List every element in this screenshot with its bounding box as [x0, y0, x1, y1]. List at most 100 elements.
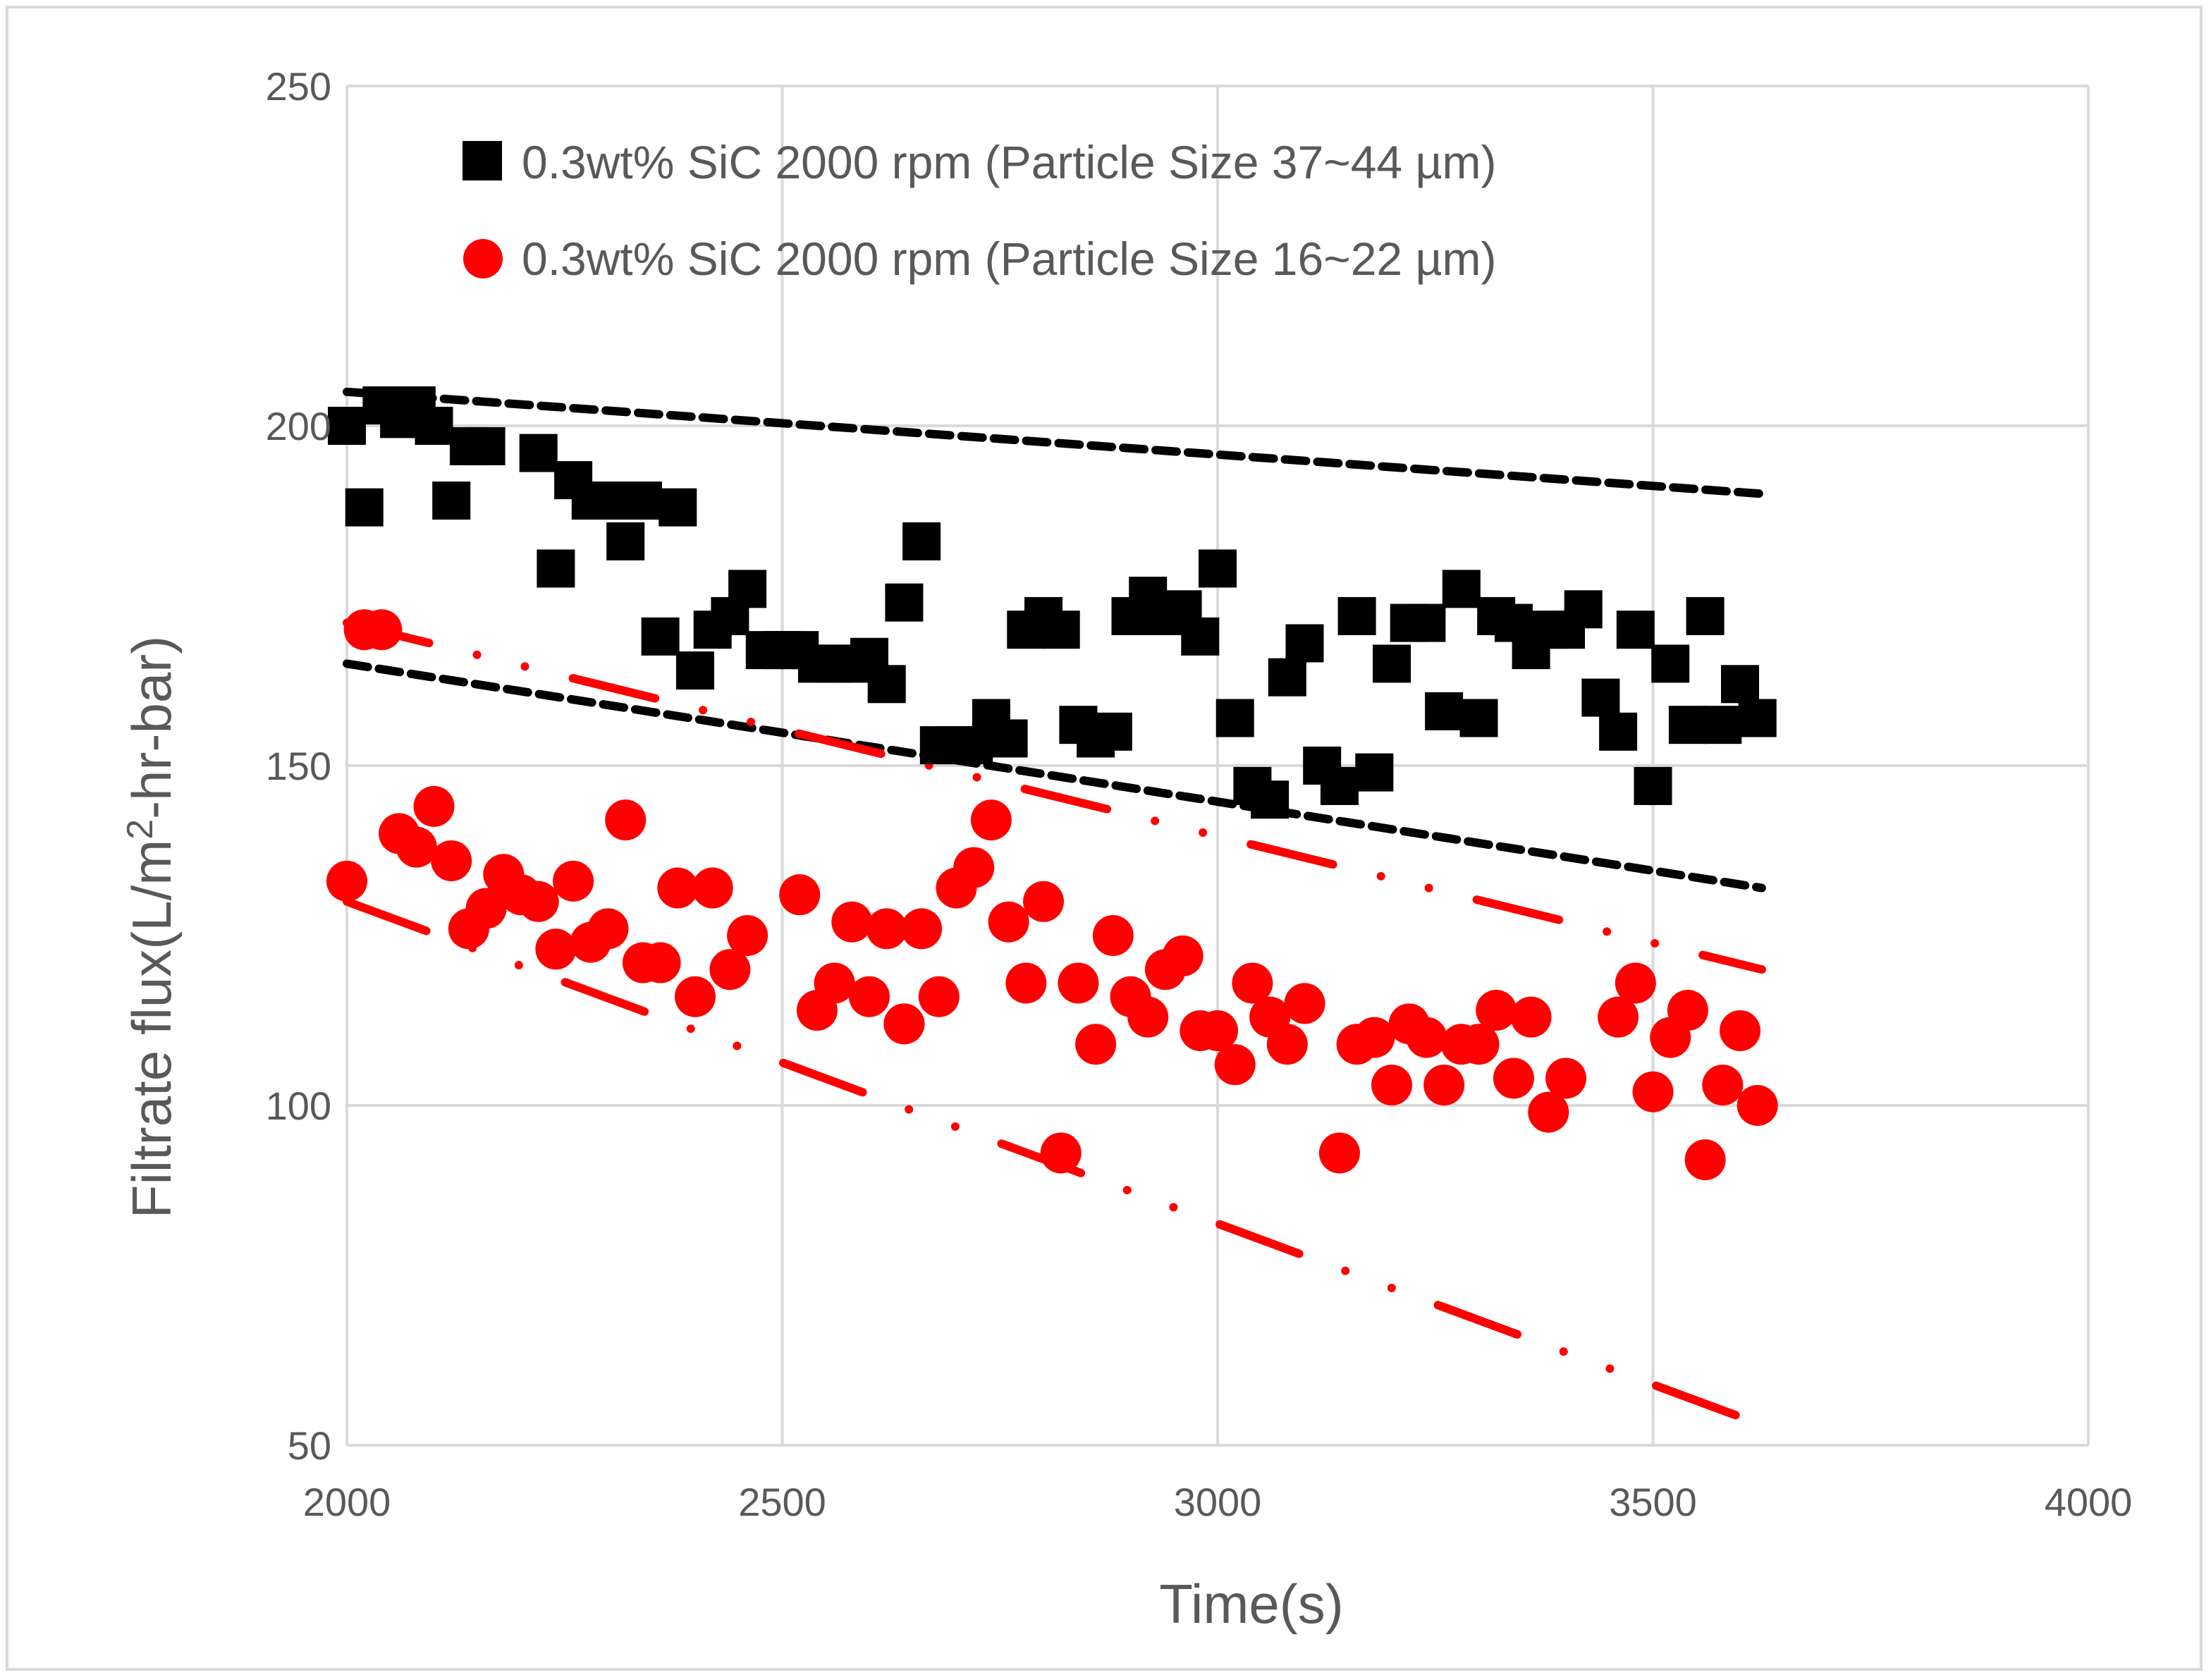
circle-marker — [1197, 1010, 1238, 1051]
circle-marker — [692, 867, 733, 909]
square-marker — [1721, 665, 1759, 704]
circle-marker — [1684, 1139, 1726, 1181]
square-marker — [1668, 706, 1707, 744]
circle-marker — [866, 908, 907, 950]
square-marker — [1041, 611, 1080, 649]
y-tick-label: 250 — [266, 64, 331, 109]
circle-marker — [413, 785, 455, 827]
circle-marker — [1284, 983, 1325, 1024]
square-marker — [537, 549, 575, 588]
square-marker — [676, 651, 714, 690]
chart-frame — [6, 6, 2203, 1671]
circle-marker — [1458, 1024, 1500, 1065]
circle-marker — [988, 901, 1029, 943]
legend: 0.3wt% SiC 2000 rpm (Particle Size 37~44… — [463, 136, 1496, 285]
x-tick-label: 3000 — [1174, 1480, 1262, 1524]
grid-lines — [345, 85, 2090, 1447]
square-marker — [345, 488, 384, 527]
square-marker — [659, 488, 697, 527]
x-axis-title: Time(s) — [1159, 1573, 1343, 1635]
square-marker — [1738, 699, 1777, 737]
square-marker — [1215, 699, 1254, 737]
square-marker — [989, 719, 1028, 758]
square-marker — [641, 617, 680, 656]
square-marker — [1459, 699, 1498, 737]
square-marker — [902, 522, 941, 560]
circle-marker — [1510, 996, 1552, 1038]
square-marker — [1337, 596, 1376, 635]
circle-marker — [1162, 935, 1204, 976]
y-axis-title-tail: -hr-bar) — [121, 636, 183, 819]
circle-marker — [326, 860, 367, 902]
circle-marker — [361, 609, 403, 651]
square-marker — [1199, 549, 1237, 588]
x-tick-label: 3500 — [1609, 1480, 1697, 1524]
legend-circle-marker — [463, 239, 503, 278]
circle-marker — [1720, 1010, 1760, 1051]
legend-square-marker — [463, 141, 502, 180]
circle-marker — [396, 826, 437, 868]
circle-marker — [953, 847, 995, 888]
square-marker — [623, 482, 662, 520]
circle-marker — [675, 976, 716, 1017]
square-marker — [1686, 596, 1725, 635]
square-marker — [1564, 590, 1603, 629]
square-marker — [1616, 611, 1655, 649]
square-marker — [867, 665, 906, 704]
square-marker — [1651, 644, 1690, 683]
square-marker — [415, 407, 453, 445]
circle-marker — [1493, 1057, 1534, 1099]
circle-marker — [535, 928, 577, 970]
y-axis-title-main: Filtrate flux(L/m — [121, 840, 183, 1218]
circle-marker — [883, 1003, 925, 1045]
square-marker — [728, 570, 767, 608]
square-marker — [1407, 603, 1446, 642]
legend-label-series-2: 0.3wt% SiC 2000 rpm (Particle Size 16~22… — [522, 233, 1496, 285]
square-marker — [1703, 706, 1742, 744]
y-axis-title: Filtrate flux(L/m2-hr-bar) — [120, 636, 183, 1218]
circle-marker — [1075, 1024, 1117, 1065]
circle-marker — [901, 908, 943, 950]
circle-marker — [1667, 990, 1708, 1031]
circle-marker — [1371, 1065, 1412, 1106]
circle-marker — [1040, 1132, 1082, 1174]
circle-marker — [814, 962, 855, 1004]
trend-line-series-1-1 — [343, 387, 1766, 498]
circle-marker — [1528, 1091, 1569, 1133]
x-tick-label: 4000 — [2045, 1480, 2133, 1524]
square-marker — [606, 522, 645, 560]
circle-marker — [1598, 996, 1639, 1038]
circle-marker — [1702, 1065, 1744, 1106]
trend-line-series-1-2 — [343, 659, 1766, 893]
tick-labels: 50 100 150 200 250 2000 2500 3000 3500 4000 — [266, 64, 2133, 1524]
circle-marker — [918, 976, 960, 1017]
circle-marker — [1423, 1065, 1465, 1106]
circle-marker — [657, 867, 699, 909]
square-marker — [1181, 617, 1220, 656]
axes — [345, 86, 2088, 1447]
square-marker — [589, 482, 627, 520]
y-tick-label: 200 — [266, 404, 331, 448]
square-marker — [519, 434, 558, 472]
circle-marker — [605, 799, 647, 841]
circle-marker — [779, 874, 821, 916]
circle-marker — [1023, 881, 1064, 922]
square-marker — [467, 427, 506, 465]
y-axis-title-superscript: 2 — [120, 819, 161, 840]
square-marker — [1442, 570, 1481, 608]
circle-marker — [831, 901, 873, 943]
square-marker — [1634, 766, 1672, 805]
legend-label-series-1: 0.3wt% SiC 2000 rpm (Particle Size 37~44… — [522, 136, 1496, 188]
circle-marker — [849, 976, 890, 1017]
circle-marker — [1615, 962, 1656, 1004]
circle-marker — [970, 799, 1012, 841]
circle-marker — [1318, 1132, 1360, 1174]
square-marker — [1599, 712, 1638, 751]
square-marker — [1268, 658, 1306, 697]
square-marker — [328, 407, 366, 445]
circle-marker — [1632, 1071, 1674, 1112]
square-marker — [1285, 624, 1324, 663]
circle-marker — [1266, 1024, 1308, 1065]
circle-marker — [1127, 996, 1169, 1038]
